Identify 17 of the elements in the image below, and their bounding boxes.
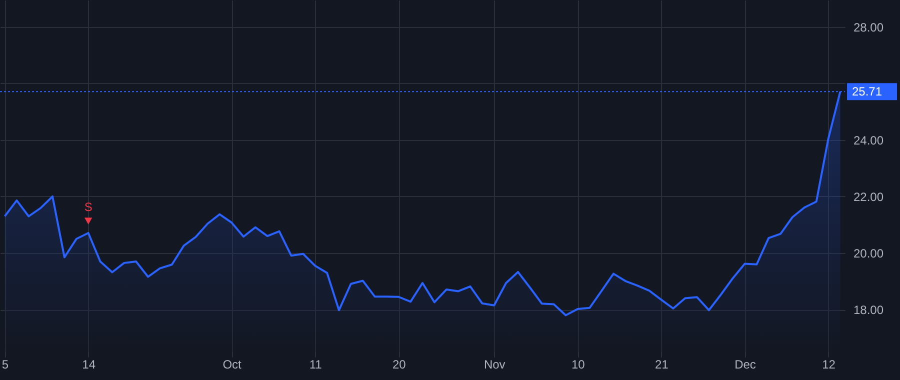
y-tick-label: 22.00 bbox=[854, 190, 884, 204]
x-tick-label: 10 bbox=[571, 358, 586, 372]
x-tick-label: 21 bbox=[655, 358, 669, 372]
x-tick-label: Oct bbox=[222, 358, 242, 372]
x-tick-label: Nov bbox=[484, 358, 506, 372]
y-tick-label: 18.00 bbox=[854, 303, 884, 318]
y-tick-label: 20.00 bbox=[854, 246, 884, 261]
y-tick-label: 28.00 bbox=[854, 20, 884, 34]
annotation: S bbox=[84, 200, 92, 214]
x-tick-label: 14 bbox=[82, 358, 96, 372]
x-tick-label: Dec bbox=[734, 358, 756, 372]
x-tick-label: 5 bbox=[2, 358, 9, 372]
x-tick-label: 20 bbox=[392, 358, 406, 372]
y-tick-label: 24.00 bbox=[854, 133, 884, 148]
x-tick-label: 12 bbox=[822, 358, 836, 372]
ref-line-label: 25.71 bbox=[852, 84, 882, 99]
x-tick-label: 11 bbox=[309, 358, 322, 372]
